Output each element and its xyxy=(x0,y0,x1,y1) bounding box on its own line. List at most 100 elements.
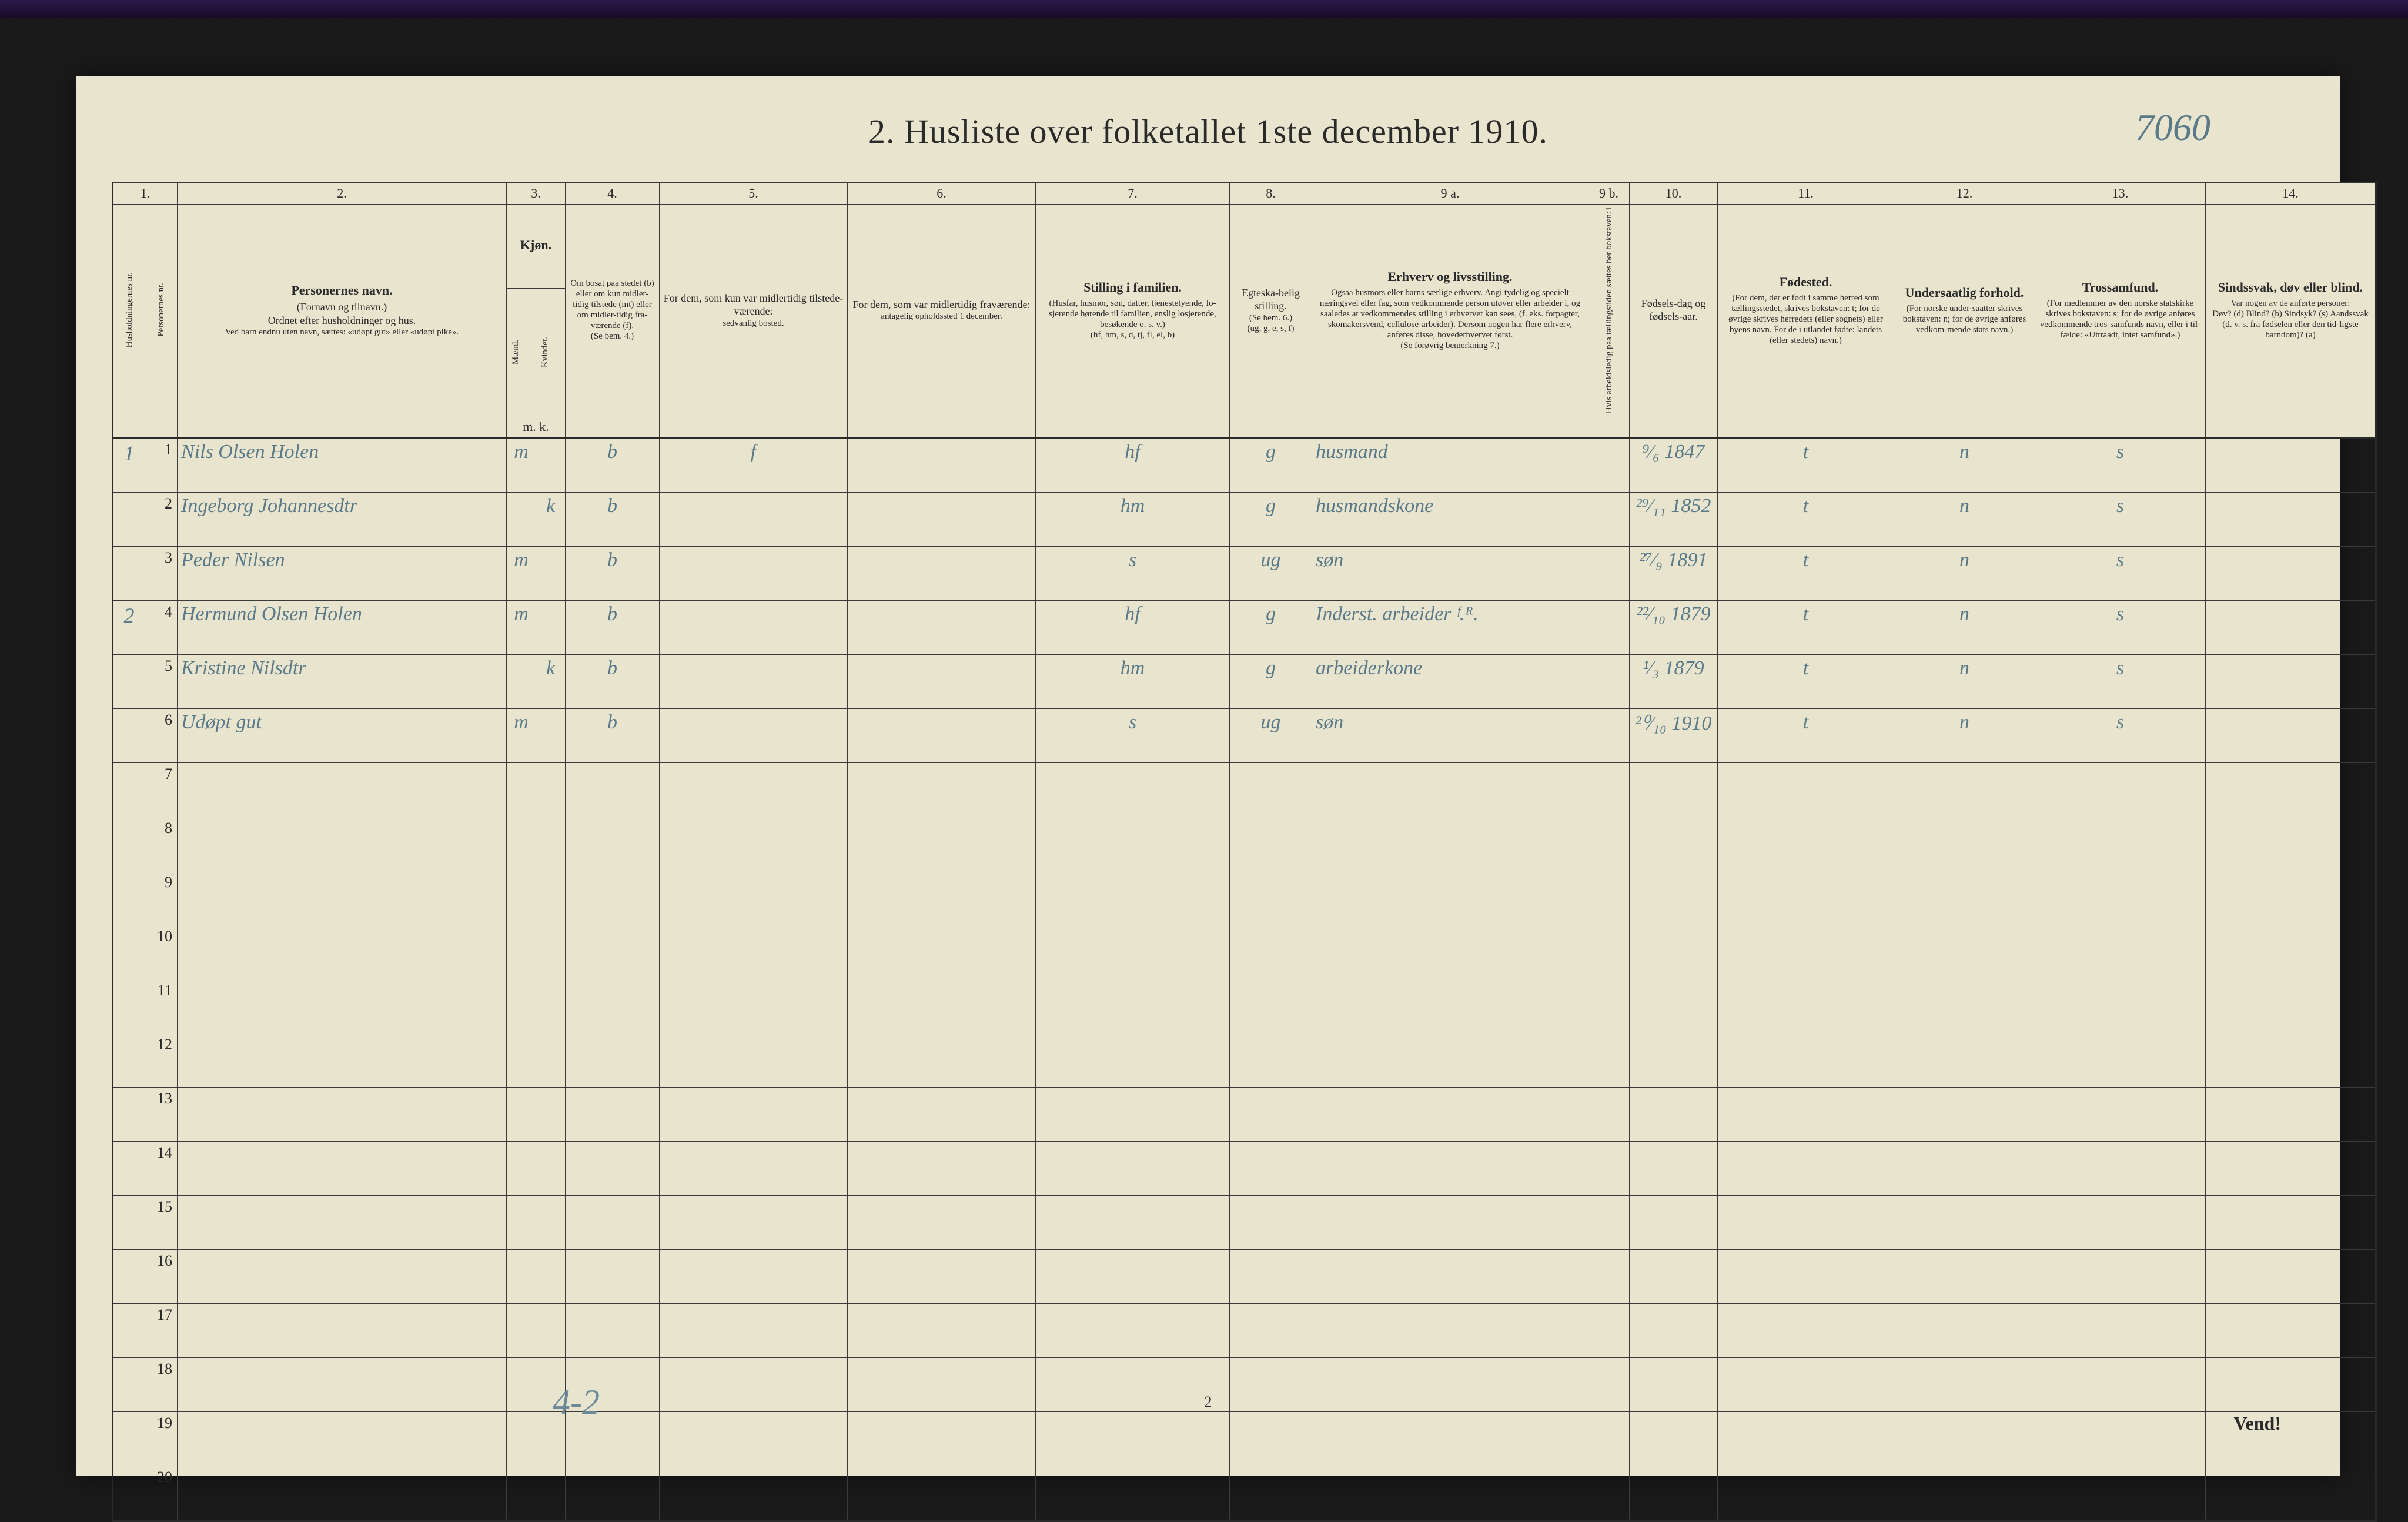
cell-empty xyxy=(536,979,566,1033)
cell-empty xyxy=(1630,1033,1718,1088)
table-row-empty: 20 xyxy=(113,1466,2376,1521)
cell-empty xyxy=(1312,1304,1588,1358)
cell-empty xyxy=(1718,1412,1894,1466)
cell-empty xyxy=(660,1304,848,1358)
cell-sex-m xyxy=(507,493,536,547)
cell-person-num: 10 xyxy=(145,925,178,979)
cell-person-num: 17 xyxy=(145,1304,178,1358)
cell-empty xyxy=(507,1033,536,1088)
cell-disability xyxy=(2206,493,2376,547)
cell-empty xyxy=(1588,1412,1630,1466)
cell-c6 xyxy=(848,438,1036,493)
cell-person-num: 4 xyxy=(145,601,178,655)
cell-occupation: arbeiderkone xyxy=(1312,655,1588,709)
cell-empty xyxy=(1588,1250,1630,1304)
cell-disability xyxy=(2206,547,2376,601)
cell-empty xyxy=(507,1304,536,1358)
cell-empty xyxy=(1630,763,1718,817)
cell-household xyxy=(113,817,145,871)
handwritten-top-right: 7060 xyxy=(2135,106,2210,149)
cell-empty xyxy=(1036,871,1230,925)
hdr-6-sub: antagelig opholdssted 1 december. xyxy=(851,311,1032,322)
cell-empty xyxy=(536,871,566,925)
cell-c5 xyxy=(660,547,848,601)
hdr-14-sub: Var nogen av de anførte personer: xyxy=(2209,298,2372,309)
cell-empty xyxy=(2035,1088,2206,1142)
cell-household xyxy=(113,763,145,817)
cell-empty xyxy=(1630,1250,1718,1304)
cell-empty xyxy=(566,1142,660,1196)
cell-disability xyxy=(2206,438,2376,493)
cell-residence: b xyxy=(566,601,660,655)
cell-9b xyxy=(1588,655,1630,709)
cell-birthplace: t xyxy=(1718,438,1894,493)
cell-family: hf xyxy=(1036,601,1230,655)
hdr-3m-label: Mænd. xyxy=(510,340,521,364)
hdr-13-sub: (For medlemmer av den norske statskirke … xyxy=(2039,298,2202,340)
cell-empty xyxy=(1630,1412,1718,1466)
cell-empty xyxy=(1718,1466,1894,1521)
hdr-1a: Husholdningernes nr. xyxy=(113,204,145,416)
cell-citizenship: n xyxy=(1894,655,2035,709)
table-row-empty: 7 xyxy=(113,763,2376,817)
table-row: 2Ingeborg Johannesdtrkbhmghusmandskone²⁹… xyxy=(113,493,2376,547)
hdr-11-sub: (For dem, der er født i samme herred som… xyxy=(1721,293,1890,346)
colnum-7: 7. xyxy=(1036,183,1230,205)
colnum-5: 5. xyxy=(660,183,848,205)
table-row: 5Kristine Nilsdtrkbhmgarbeiderkone¹⁄₃ 18… xyxy=(113,655,2376,709)
cell-marital: ug xyxy=(1230,547,1312,601)
cell-empty xyxy=(1588,1088,1630,1142)
cell-empty xyxy=(660,925,848,979)
hdr-mk-pad1 xyxy=(113,416,145,438)
table-row-empty: 8 xyxy=(113,817,2376,871)
cell-family: hf xyxy=(1036,438,1230,493)
cell-birthplace: t xyxy=(1718,709,1894,763)
cell-empty xyxy=(536,1466,566,1521)
cell-residence: b xyxy=(566,547,660,601)
colnum-11: 11. xyxy=(1718,183,1894,205)
title-row: 2. Husliste over folketallet 1ste decemb… xyxy=(76,112,2340,151)
cell-empty xyxy=(1718,979,1894,1033)
cell-empty xyxy=(1630,1088,1718,1142)
cell-empty xyxy=(1588,763,1630,817)
cell-person-num: 19 xyxy=(145,1412,178,1466)
hdr-mk-pad6 xyxy=(848,416,1036,438)
cell-person-num: 12 xyxy=(145,1033,178,1088)
hdr-1a-label: Husholdningernes nr. xyxy=(124,272,135,347)
hdr-10: Fødsels-dag og fødsels-aar. xyxy=(1630,204,1718,416)
colnum-9a: 9 a. xyxy=(1312,183,1588,205)
column-number-row: 1. 2. 3. 4. 5. 6. 7. 8. 9 a. 9 b. 10. 11… xyxy=(113,183,2376,205)
hdr-mk-pad7 xyxy=(1036,416,1230,438)
cell-empty xyxy=(2206,1142,2376,1196)
cell-empty xyxy=(2206,1033,2376,1088)
cell-empty xyxy=(1230,817,1312,871)
hdr-5-title: For dem, som kun var midlertidig tilsted… xyxy=(663,292,844,318)
cell-empty xyxy=(1588,1196,1630,1250)
cell-empty xyxy=(178,1033,507,1088)
cell-empty xyxy=(536,1142,566,1196)
cell-empty xyxy=(178,817,507,871)
cell-empty xyxy=(507,1142,536,1196)
table-row-empty: 14 xyxy=(113,1142,2376,1196)
cell-person-num: 5 xyxy=(145,655,178,709)
cell-empty xyxy=(1312,817,1588,871)
hdr-5: For dem, som kun var midlertidig tilsted… xyxy=(660,204,848,416)
cell-empty xyxy=(1588,1466,1630,1521)
cell-empty xyxy=(2035,1033,2206,1088)
cell-empty xyxy=(566,1304,660,1358)
cell-empty xyxy=(2035,979,2206,1033)
cell-empty xyxy=(1312,1412,1588,1466)
hdr-14: Sindssvak, døv eller blind. Var nogen av… xyxy=(2206,204,2376,416)
hdr-3m: Mænd. xyxy=(507,289,536,416)
cell-empty xyxy=(660,1088,848,1142)
cell-empty xyxy=(848,817,1036,871)
cell-empty xyxy=(2035,763,2206,817)
cell-sex-k xyxy=(536,709,566,763)
cell-empty xyxy=(1588,1033,1630,1088)
cell-person-num: 13 xyxy=(145,1088,178,1142)
hdr-mk-pad14 xyxy=(2035,416,2206,438)
cell-occupation: husmand xyxy=(1312,438,1588,493)
cell-empty xyxy=(1718,925,1894,979)
cell-empty xyxy=(848,1088,1036,1142)
hdr-2: Personernes navn. (Fornavn og tilnavn.) … xyxy=(178,204,507,416)
